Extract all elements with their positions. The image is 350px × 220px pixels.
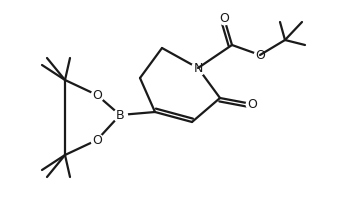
Text: O: O xyxy=(247,97,257,110)
Text: B: B xyxy=(116,108,124,121)
Text: O: O xyxy=(219,11,229,24)
Text: N: N xyxy=(193,62,203,75)
Text: O: O xyxy=(92,88,102,101)
Text: O: O xyxy=(255,48,265,62)
Text: O: O xyxy=(92,134,102,147)
